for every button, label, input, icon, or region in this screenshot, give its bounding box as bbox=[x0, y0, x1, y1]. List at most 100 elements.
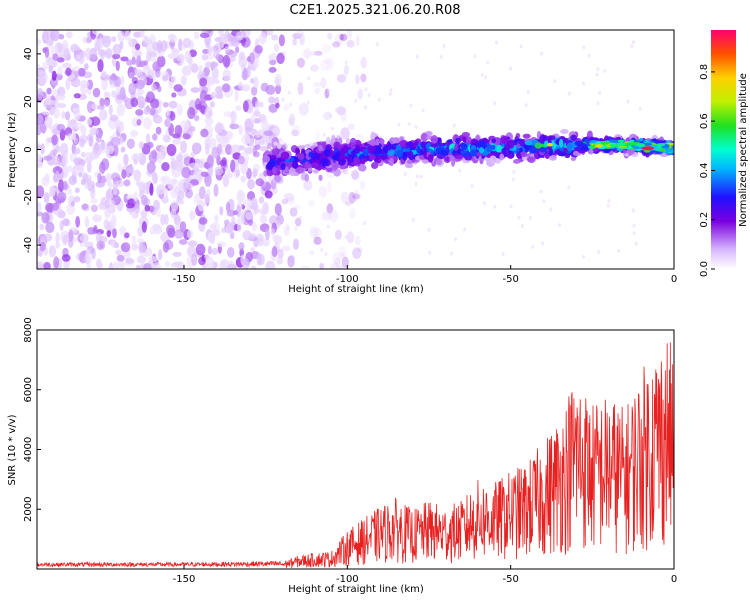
spectrogram-cell bbox=[221, 83, 231, 93]
spectrogram-cell bbox=[186, 229, 193, 239]
spectrogram-cell bbox=[188, 162, 199, 169]
spectrogram-cell bbox=[346, 137, 351, 145]
spectrogram-cell bbox=[430, 143, 439, 148]
spectrogram-cell bbox=[73, 157, 84, 166]
spectrogram-cell bbox=[655, 143, 666, 147]
spectrogram-cell bbox=[630, 44, 634, 49]
spectrogram-cell bbox=[179, 199, 184, 205]
spectrogram-cell bbox=[226, 263, 237, 269]
spectrogram-cell bbox=[121, 169, 127, 179]
spectrogram-cell bbox=[170, 76, 177, 83]
spectrogram-cell bbox=[437, 137, 442, 146]
spectrogram-cell bbox=[90, 198, 98, 204]
spectrogram-cell bbox=[204, 256, 214, 268]
spectrogram-cell bbox=[309, 64, 319, 72]
spectrogram-cell bbox=[574, 140, 584, 147]
spectrogram-cell bbox=[116, 254, 125, 262]
spectrogram-cell bbox=[363, 105, 367, 110]
spectrogram-cell bbox=[55, 93, 66, 101]
spectrogram-cell bbox=[286, 255, 296, 262]
spectrogram-cell bbox=[304, 163, 313, 169]
spectrogram-cell bbox=[549, 207, 553, 212]
spectrogram-cell bbox=[250, 265, 257, 269]
spectrogram-cell bbox=[204, 61, 212, 69]
spectrogram-cell bbox=[97, 59, 104, 72]
spectrogram-cell bbox=[643, 142, 653, 146]
spectrogram-cell bbox=[250, 78, 255, 84]
spectrogram-cell bbox=[78, 67, 86, 77]
spectrogram-cell bbox=[320, 248, 324, 253]
spectrogram-cell bbox=[274, 73, 282, 87]
spectrogram-cell bbox=[368, 153, 376, 160]
spectrogram-cell bbox=[403, 171, 407, 176]
spectrogram-cell bbox=[345, 201, 351, 207]
spectrogram-cell bbox=[289, 102, 293, 107]
spectrogram-cell bbox=[272, 127, 278, 134]
spectrogram-cell bbox=[206, 30, 212, 34]
spectrogram-marks bbox=[37, 30, 674, 269]
spectrogram-cell bbox=[292, 238, 300, 250]
spectrogram-cell bbox=[357, 88, 364, 100]
spectrogram-cell bbox=[253, 57, 260, 68]
spectrogram-cell bbox=[277, 248, 284, 259]
spectrogram-cell bbox=[217, 89, 223, 99]
spectrogram-cell bbox=[115, 249, 122, 256]
spectrogram-cell bbox=[326, 224, 330, 229]
spectrogram-xtick-label: -100 bbox=[336, 274, 359, 285]
spectrogram-cell bbox=[553, 79, 557, 84]
spectrogram-cell bbox=[473, 54, 477, 59]
spectrogram-cell bbox=[250, 114, 256, 125]
spectrogram-cell bbox=[408, 150, 414, 159]
spectrogram-cell bbox=[103, 99, 111, 107]
spectrogram-cell bbox=[115, 180, 124, 188]
spectrogram-cell bbox=[242, 230, 252, 241]
spectrogram-cell bbox=[45, 221, 55, 233]
spectrogram-cell bbox=[288, 167, 296, 177]
spectrogram-cell bbox=[339, 33, 344, 41]
spectrogram-cell bbox=[151, 83, 157, 92]
spectrogram-cell bbox=[282, 103, 290, 112]
spectrogram-cell bbox=[323, 148, 331, 157]
spectrogram-cell bbox=[377, 97, 381, 102]
spectrogram-cell bbox=[258, 196, 265, 204]
spectrogram-cell bbox=[318, 144, 323, 152]
spectrogram-cell bbox=[75, 216, 81, 228]
snr-ytick-label: 4000 bbox=[23, 437, 34, 462]
spectrogram-cell bbox=[494, 137, 501, 146]
spectrogram-cell bbox=[603, 68, 607, 73]
spectrogram-cell bbox=[367, 93, 371, 98]
spectrogram-cell bbox=[388, 91, 392, 96]
spectrogram-cell bbox=[461, 150, 471, 157]
spectrogram-cell bbox=[564, 153, 571, 159]
spectrogram-cell bbox=[55, 241, 61, 249]
spectrogram-cell bbox=[411, 217, 415, 222]
spectrogram-cell bbox=[128, 72, 134, 79]
spectrogram-cell bbox=[134, 49, 142, 58]
spectrogram-cell bbox=[56, 123, 66, 132]
spectrogram-cell bbox=[229, 56, 236, 62]
spectrogram-cell bbox=[72, 107, 81, 113]
spectrogram-cell bbox=[280, 151, 290, 160]
spectrogram-cell bbox=[270, 228, 275, 236]
spectrogram-cell bbox=[198, 65, 203, 73]
spectrogram-cell bbox=[266, 142, 272, 150]
spectrogram-cell bbox=[97, 172, 102, 184]
spectrogram-cell bbox=[257, 236, 264, 247]
spectrogram-cell bbox=[143, 60, 149, 66]
spectrogram-cell bbox=[354, 235, 361, 246]
spectrogram-cell bbox=[106, 230, 112, 238]
spectrogram-ytick-label: 20 bbox=[23, 95, 34, 108]
spectrogram-cell bbox=[273, 175, 280, 182]
spectrogram-cell bbox=[238, 81, 243, 90]
spectrogram-cell bbox=[172, 138, 182, 145]
spectrogram-cell bbox=[324, 251, 328, 256]
spectrogram-cell bbox=[486, 144, 492, 153]
spectrogram-cell bbox=[439, 149, 449, 156]
spectrogram-cell bbox=[554, 149, 560, 155]
spectrogram-cell bbox=[53, 256, 60, 269]
spectrogram-cell bbox=[309, 50, 318, 56]
spectrogram-cell bbox=[99, 109, 108, 121]
spectrogram-cell bbox=[616, 142, 626, 146]
spectrogram-cell bbox=[542, 199, 546, 204]
spectrogram-cell bbox=[296, 57, 306, 68]
